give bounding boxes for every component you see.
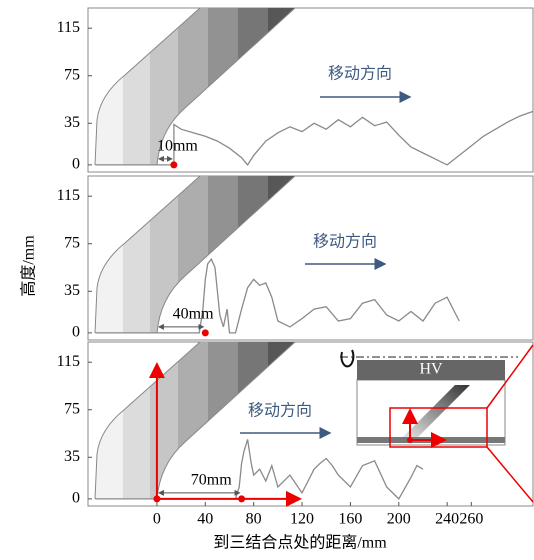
y-tick-label: 35 — [64, 114, 80, 131]
y-axis-label: 高度/mm — [20, 235, 38, 297]
rotation-icon — [340, 349, 355, 368]
inset-label: HV — [419, 361, 443, 378]
inset: HV — [340, 344, 534, 503]
y-tick-label: 115 — [57, 187, 80, 204]
inset-dot — [407, 437, 413, 443]
y-tick-label: 115 — [57, 353, 80, 370]
x-tick-label: 80 — [246, 511, 262, 528]
panel: 0 35 75 115 移动方向 70mm 0 40 80 120 160 200 240 260 到三结合… — [57, 341, 534, 552]
y-tick-label: 0 — [72, 156, 80, 173]
x-axis-label: 到三结合点处的距离/mm — [213, 534, 387, 552]
y-tick-label: 35 — [64, 448, 80, 465]
point-dot — [170, 161, 178, 169]
x-tick-label: 240 — [435, 511, 459, 528]
distance-label: 40mm — [173, 306, 214, 323]
direction-label: 移动方向 — [313, 233, 377, 251]
origin-dot — [153, 495, 161, 503]
x-tick-label: 120 — [290, 511, 314, 528]
zoom-line — [486, 446, 534, 503]
panel: 0 35 75 115 移动方向 40mm 高度/mm — [20, 175, 534, 341]
direction-label: 移动方向 — [328, 65, 392, 83]
y-tick-label: 0 — [72, 490, 80, 507]
y-tick-label: 75 — [64, 400, 80, 417]
distance-label: 70mm — [191, 472, 232, 489]
profile-line — [95, 257, 460, 334]
y-tick-label: 75 — [64, 234, 80, 251]
profile-line — [95, 439, 424, 500]
distance-label: 10mm — [157, 138, 198, 155]
x-tick-label: 0 — [153, 511, 161, 528]
inset-wedge — [400, 385, 470, 440]
inset-tool — [357, 360, 505, 380]
x-tick-label: 260 — [459, 511, 483, 528]
x-tick-label: 160 — [338, 511, 362, 528]
zoom-line — [486, 344, 534, 409]
point-dot — [201, 329, 209, 337]
panel: 0 35 75 115 移动方向 10mm — [57, 7, 534, 173]
y-tick-label: 115 — [57, 19, 80, 36]
direction-label: 移动方向 — [248, 402, 312, 420]
profile-line — [95, 110, 534, 166]
y-tick-label: 75 — [64, 66, 80, 83]
x-tick-label: 40 — [197, 511, 213, 528]
y-tick-label: 35 — [64, 282, 80, 299]
y-tick-label: 0 — [72, 324, 80, 341]
x-tick-label: 200 — [387, 511, 411, 528]
point-dot — [238, 495, 246, 503]
